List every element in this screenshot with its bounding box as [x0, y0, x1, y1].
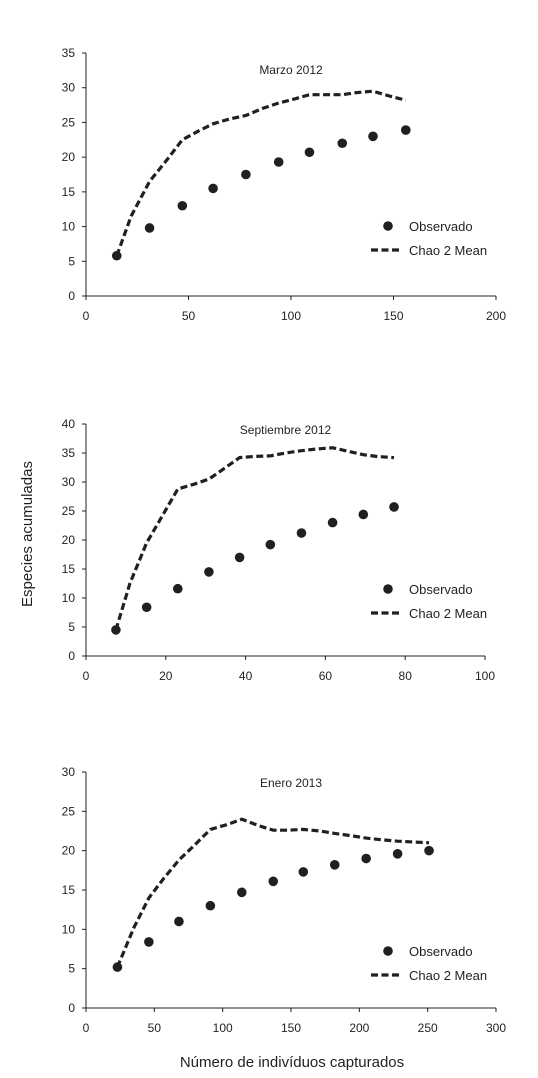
data-point-observado [141, 602, 152, 613]
data-point-observado [304, 147, 315, 158]
legend-marker-observado [383, 946, 393, 956]
legend-label-chao2-mean: Chao 2 Mean [409, 968, 487, 983]
y-tick-label: 5 [68, 620, 75, 634]
data-point-observado [112, 962, 123, 972]
data-point-observado [265, 539, 276, 550]
legend-marker-observado [383, 221, 393, 231]
data-point-observado [111, 250, 122, 261]
x-tick-label: 150 [281, 1021, 301, 1035]
y-tick-label: 0 [68, 649, 75, 663]
y-tick-label: 40 [62, 417, 76, 431]
x-tick-label: 100 [475, 669, 495, 683]
data-point-observado [268, 876, 279, 887]
y-axis-label: Especies acumuladas [19, 461, 36, 607]
chart-panel-1: 0 5 10 15 20 25 30 35 0 50 100 150 200 Marzo 2012 Obse… [62, 46, 507, 323]
y-tick-label: 10 [62, 922, 76, 936]
data-point-observado [327, 517, 338, 528]
y-tick-label: 25 [62, 504, 76, 518]
data-point-observado [361, 853, 371, 864]
x-tick-label: 100 [213, 1021, 233, 1035]
data-point-observado [368, 131, 378, 142]
data-point-observado [241, 169, 251, 180]
x-tick-label: 250 [418, 1021, 438, 1035]
data-point-observado [174, 916, 184, 927]
legend-label-observado: Observado [409, 219, 473, 234]
y-tick-label: 30 [62, 475, 76, 489]
y-tick-label: 10 [62, 591, 76, 605]
y-tick-label: 0 [68, 289, 75, 303]
y-tick-label: 25 [62, 115, 76, 129]
data-point-observado [424, 845, 434, 856]
x-tick-label: 150 [383, 309, 403, 323]
x-tick-label: 50 [182, 309, 196, 323]
x-tick-label: 40 [239, 669, 253, 683]
y-tick-label: 20 [62, 533, 76, 547]
y-tick-label: 5 [68, 254, 75, 268]
chart-title: Marzo 2012 [259, 63, 323, 77]
y-tick-label: 10 [62, 220, 76, 234]
y-tick-label: 30 [62, 765, 76, 779]
x-axis-label: Número de indivíduos capturados [180, 1054, 404, 1071]
data-point-observado [389, 502, 399, 512]
x-tick-label: 200 [349, 1021, 369, 1035]
x-tick-label: 200 [486, 309, 506, 323]
y-tick-label: 5 [68, 962, 75, 976]
data-point-observado [392, 849, 403, 859]
series-line-chao2-mean [114, 446, 395, 631]
legend: Observado Chao 2 Mean [371, 582, 487, 621]
x-tick-label: 300 [486, 1021, 506, 1035]
x-tick-label: 80 [399, 669, 413, 683]
x-tick-label: 60 [319, 669, 333, 683]
y-tick-label: 35 [62, 446, 76, 460]
legend-marker-observado [383, 584, 393, 594]
data-point-observado [296, 528, 307, 538]
x-tick-label: 50 [148, 1021, 162, 1035]
data-point-observado [204, 567, 214, 577]
y-tick-label: 30 [62, 81, 76, 95]
data-point-observado [205, 900, 216, 911]
legend-label-observado: Observado [409, 582, 473, 597]
data-point-observado [273, 157, 284, 167]
data-point-observado [329, 860, 340, 870]
x-tick-label: 0 [83, 669, 90, 683]
x-tick-label: 20 [159, 669, 173, 683]
y-tick-label: 20 [62, 844, 76, 858]
legend-label-observado: Observado [409, 944, 473, 959]
y-tick-label: 0 [68, 1001, 75, 1015]
legend-label-chao2-mean: Chao 2 Mean [409, 243, 487, 258]
data-point-observado [237, 887, 247, 898]
data-point-observado [111, 625, 121, 635]
data-point-observado [401, 125, 411, 135]
y-tick-label: 20 [62, 150, 76, 164]
y-tick-label: 15 [62, 883, 76, 897]
chart-panel-2: 0 5 10 15 20 25 30 35 40 0 20 40 60 80 100 Septiembre 2… [62, 417, 496, 683]
data-point-observado [177, 200, 188, 211]
data-point-observado [234, 552, 245, 563]
series-line-chao2-mean [115, 89, 407, 257]
x-tick-label: 0 [83, 1021, 90, 1035]
data-point-observado [172, 583, 183, 594]
y-tick-label: 25 [62, 804, 76, 818]
y-tick-label: 35 [62, 46, 76, 60]
x-tick-label: 100 [281, 309, 301, 323]
data-point-observado [337, 138, 348, 149]
data-point-observado [144, 223, 155, 233]
data-point-observado [358, 509, 369, 520]
chart-title: Septiembre 2012 [240, 423, 332, 437]
y-tick-label: 15 [62, 185, 76, 199]
legend-label-chao2-mean: Chao 2 Mean [409, 606, 487, 621]
data-point-observado [298, 867, 309, 877]
data-point-observado [144, 937, 154, 947]
y-tick-label: 15 [62, 562, 76, 576]
chart-title: Enero 2013 [260, 776, 322, 790]
legend: Observado Chao 2 Mean [371, 219, 487, 258]
x-tick-label: 0 [83, 309, 90, 323]
data-point-observado [208, 183, 218, 194]
series-line-chao2-mean [115, 817, 430, 968]
legend: Observado Chao 2 Mean [371, 944, 487, 983]
